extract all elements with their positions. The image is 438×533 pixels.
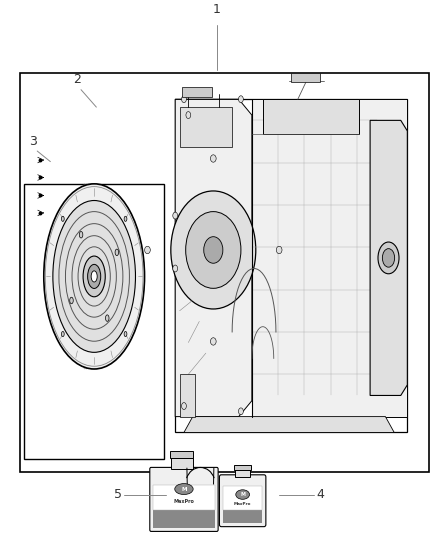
Bar — [180, 107, 232, 147]
Polygon shape — [252, 99, 407, 417]
Bar — [235, 470, 250, 477]
Ellipse shape — [186, 111, 191, 118]
Ellipse shape — [65, 224, 123, 329]
Ellipse shape — [210, 155, 216, 162]
Ellipse shape — [83, 256, 105, 297]
Ellipse shape — [106, 315, 109, 321]
Text: 2: 2 — [73, 73, 81, 86]
Text: 5: 5 — [114, 488, 122, 502]
Polygon shape — [175, 99, 407, 432]
Bar — [182, 87, 212, 96]
Bar — [223, 487, 262, 510]
Ellipse shape — [44, 184, 145, 369]
Polygon shape — [184, 417, 394, 432]
Text: 3: 3 — [29, 135, 37, 148]
Ellipse shape — [115, 249, 119, 256]
Ellipse shape — [53, 200, 135, 352]
Ellipse shape — [210, 338, 216, 345]
Ellipse shape — [91, 271, 97, 282]
Text: MaxPro: MaxPro — [173, 499, 194, 504]
Ellipse shape — [181, 96, 186, 103]
Ellipse shape — [186, 212, 241, 288]
Bar — [171, 458, 192, 469]
Ellipse shape — [378, 242, 399, 274]
Text: 4: 4 — [316, 488, 324, 502]
Bar — [170, 451, 193, 458]
Polygon shape — [175, 99, 252, 417]
Ellipse shape — [124, 332, 127, 336]
Bar — [291, 72, 320, 82]
Bar — [153, 508, 215, 528]
Ellipse shape — [173, 212, 178, 219]
Ellipse shape — [382, 249, 395, 267]
Ellipse shape — [88, 264, 101, 288]
Ellipse shape — [70, 297, 73, 304]
Ellipse shape — [59, 212, 130, 341]
Text: M: M — [240, 492, 245, 497]
Ellipse shape — [124, 216, 127, 221]
Bar — [24, 184, 164, 459]
Ellipse shape — [61, 216, 64, 221]
Ellipse shape — [236, 490, 250, 499]
Ellipse shape — [78, 247, 110, 306]
Bar — [263, 99, 359, 134]
Text: 1: 1 — [213, 3, 221, 15]
Ellipse shape — [171, 191, 256, 309]
Bar — [180, 374, 195, 417]
Ellipse shape — [175, 483, 193, 495]
Ellipse shape — [276, 246, 282, 254]
FancyBboxPatch shape — [150, 467, 218, 531]
Ellipse shape — [204, 237, 223, 263]
Text: M: M — [181, 487, 187, 491]
Ellipse shape — [79, 231, 83, 238]
Ellipse shape — [145, 246, 150, 254]
Bar — [20, 72, 429, 472]
Ellipse shape — [181, 402, 186, 409]
Bar — [223, 508, 262, 523]
Text: MaxPro: MaxPro — [234, 502, 251, 506]
FancyBboxPatch shape — [219, 475, 266, 527]
Ellipse shape — [238, 408, 244, 415]
Ellipse shape — [173, 265, 178, 272]
Ellipse shape — [61, 332, 64, 336]
Ellipse shape — [238, 96, 244, 103]
Bar — [234, 465, 251, 470]
Bar — [153, 485, 215, 511]
Polygon shape — [370, 120, 407, 395]
Ellipse shape — [72, 236, 117, 317]
